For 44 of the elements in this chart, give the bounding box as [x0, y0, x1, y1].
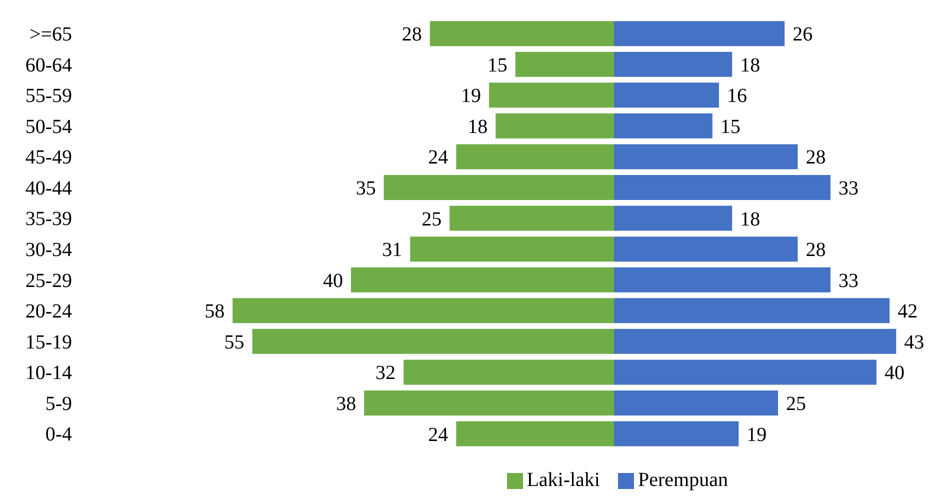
data-label: 32	[376, 362, 396, 384]
y-tick-label: 60-64	[25, 54, 72, 76]
data-label: 18	[740, 54, 760, 76]
data-label: 28	[806, 146, 826, 169]
y-tick-label: 40-44	[25, 177, 72, 200]
data-label: 40	[884, 362, 904, 384]
y-tick-label: 55-59	[25, 85, 72, 108]
y-tick-label: 20-24	[25, 300, 72, 323]
y-tick-label: 50-54	[25, 116, 72, 138]
y-tick-label: 15-19	[25, 331, 72, 354]
data-label: 25	[422, 208, 442, 230]
data-label: 55	[224, 331, 244, 354]
y-tick-label: >=65	[29, 23, 72, 46]
data-label: 40	[322, 270, 343, 292]
y-tick-label: 30-34	[25, 238, 72, 261]
data-label: 33	[838, 178, 859, 200]
data-label: 16	[726, 85, 747, 108]
data-label: 43	[904, 331, 924, 354]
data-label: 18	[740, 208, 760, 230]
y-tick-label: 45-49	[25, 146, 72, 169]
data-label: 42	[898, 300, 918, 323]
data-label: 25	[786, 393, 806, 416]
y-tick-label: 0-4	[45, 424, 72, 446]
data-label: 31	[382, 239, 402, 262]
legend-label: Perempuan	[638, 469, 728, 491]
y-tick-label: 25-29	[25, 270, 72, 292]
y-tick-label: 10-14	[25, 362, 72, 384]
y-tick-label: 5-9	[45, 392, 72, 415]
data-label: 19	[461, 85, 482, 108]
data-label: 24	[428, 424, 448, 446]
data-label: 26	[792, 24, 813, 46]
data-label: 24	[428, 146, 448, 169]
data-label: 18	[468, 116, 488, 138]
data-label: 15	[487, 54, 508, 76]
y-tick-label: 35-39	[25, 208, 72, 230]
legend-label: Laki-laki	[526, 469, 600, 491]
data-label: 33	[838, 270, 859, 292]
data-label: 58	[204, 300, 225, 323]
data-label: 28	[402, 24, 422, 46]
data-label: 15	[720, 116, 740, 138]
data-label: 38	[336, 393, 356, 416]
data-label: 28	[806, 239, 826, 262]
data-label: 35	[356, 178, 376, 200]
data-label: 19	[746, 424, 767, 446]
